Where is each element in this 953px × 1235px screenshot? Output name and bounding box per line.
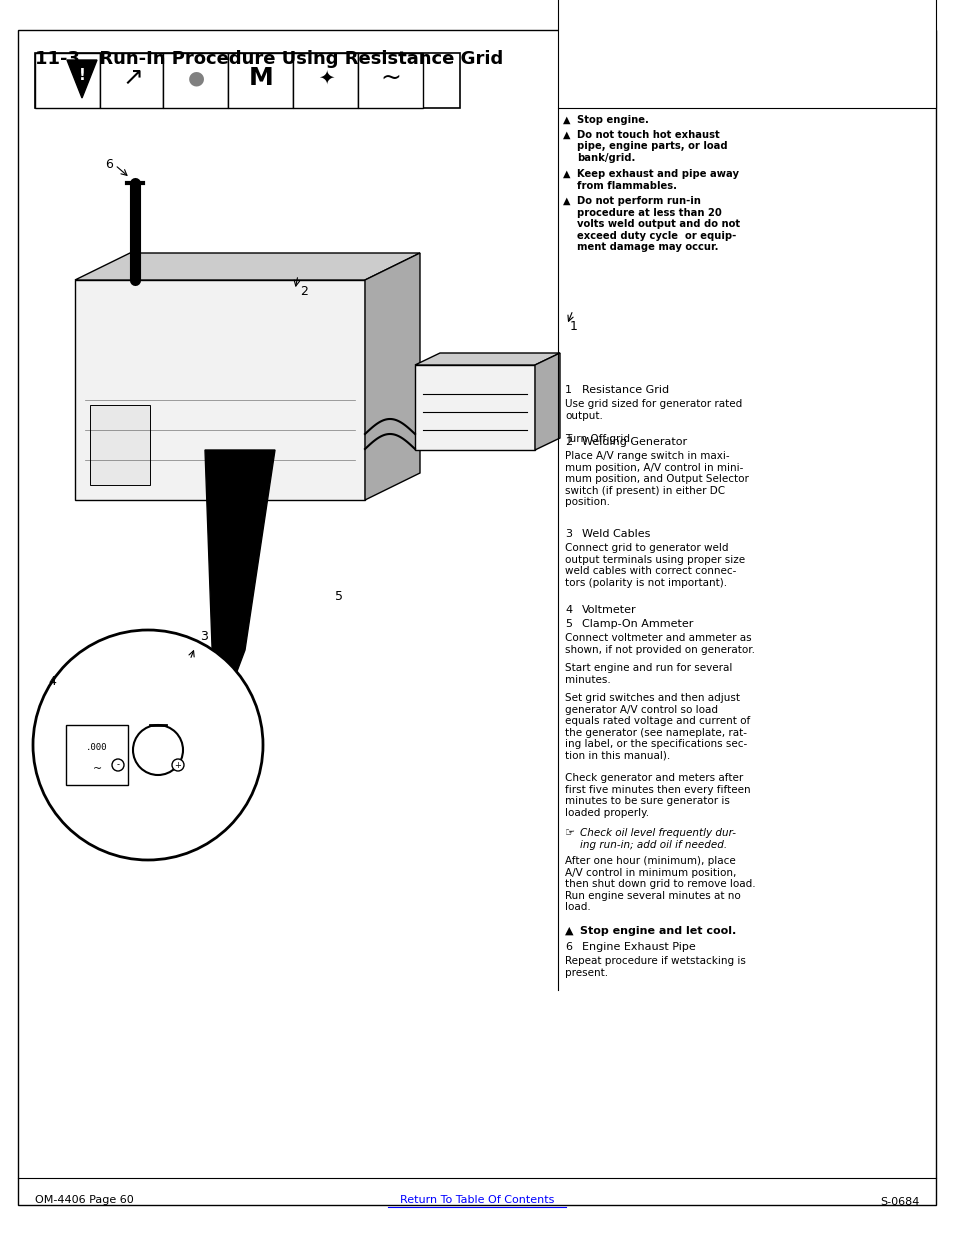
- Text: +: +: [174, 761, 181, 769]
- Text: .000: .000: [86, 742, 108, 752]
- Bar: [35, 53, 459, 107]
- Text: Engine Exhaust Pipe: Engine Exhaust Pipe: [581, 942, 695, 952]
- Text: S-0684: S-0684: [880, 1197, 919, 1207]
- Circle shape: [172, 760, 184, 771]
- Polygon shape: [415, 366, 535, 450]
- Circle shape: [33, 630, 263, 860]
- FancyBboxPatch shape: [66, 725, 128, 785]
- Text: Use grid sized for generator rated
output.

Turn Off grid.: Use grid sized for generator rated outpu…: [564, 399, 741, 443]
- Text: 1: 1: [564, 385, 572, 395]
- Text: ▲: ▲: [562, 196, 570, 206]
- Text: Do not perform run-in
procedure at less than 20
volts weld output and do not
exc: Do not perform run-in procedure at less …: [577, 196, 740, 252]
- Text: Start engine and run for several
minutes.: Start engine and run for several minutes…: [564, 663, 732, 684]
- Bar: [293, 53, 357, 107]
- Text: ~: ~: [380, 65, 401, 90]
- Text: Welding Generator: Welding Generator: [581, 437, 686, 447]
- Text: 6: 6: [105, 158, 112, 170]
- Text: Stop engine.: Stop engine.: [577, 115, 648, 125]
- Bar: [357, 53, 422, 107]
- Text: Clamp-On Ammeter: Clamp-On Ammeter: [581, 619, 693, 629]
- Text: Set grid switches and then adjust
generator A/V control so load
equals rated vol: Set grid switches and then adjust genera…: [564, 693, 749, 761]
- Text: 2: 2: [564, 437, 572, 447]
- Text: Connect grid to generator weld
output terminals using proper size
weld cables wi: Connect grid to generator weld output te…: [564, 543, 744, 588]
- Text: Do not touch hot exhaust
pipe, engine parts, or load
bank/grid.: Do not touch hot exhaust pipe, engine pa…: [577, 130, 727, 163]
- Text: Return To Table Of Contents: Return To Table Of Contents: [399, 1195, 554, 1205]
- Bar: [228, 53, 293, 107]
- Text: 5: 5: [335, 590, 343, 603]
- Text: 11-3.  Run-In Procedure Using Resistance Grid: 11-3. Run-In Procedure Using Resistance …: [35, 49, 503, 68]
- Text: ▲: ▲: [562, 115, 570, 125]
- Bar: [163, 53, 228, 107]
- Polygon shape: [75, 253, 419, 280]
- Circle shape: [112, 760, 124, 771]
- Polygon shape: [535, 353, 559, 450]
- Bar: [90, 405, 150, 485]
- Text: ✦: ✦: [317, 68, 334, 88]
- Text: ▲: ▲: [562, 169, 570, 179]
- Text: Stop engine and let cool.: Stop engine and let cool.: [579, 926, 736, 936]
- Text: !: !: [78, 68, 86, 84]
- Text: 4: 4: [564, 605, 572, 615]
- Text: 1: 1: [569, 320, 578, 333]
- Text: OM-4406 Page 60: OM-4406 Page 60: [35, 1195, 133, 1205]
- Text: Resistance Grid: Resistance Grid: [581, 385, 668, 395]
- Text: Check generator and meters after
first five minutes then every fifteen
minutes t: Check generator and meters after first f…: [564, 773, 750, 818]
- FancyBboxPatch shape: [18, 30, 935, 1205]
- Text: 4: 4: [48, 676, 56, 688]
- Text: Check oil level frequently dur-
ing run-in; add oil if needed.: Check oil level frequently dur- ing run-…: [579, 827, 735, 850]
- Text: ▲: ▲: [564, 926, 573, 936]
- Bar: [558, 0, 935, 107]
- Text: Voltmeter: Voltmeter: [581, 605, 636, 615]
- Bar: [35, 53, 100, 107]
- Text: ☞: ☞: [564, 827, 575, 839]
- Text: After one hour (minimum), place
A/V control in minimum position,
then shut down : After one hour (minimum), place A/V cont…: [564, 856, 755, 913]
- Polygon shape: [365, 253, 419, 500]
- Polygon shape: [205, 450, 274, 730]
- Text: ●: ●: [188, 68, 204, 88]
- Text: 5: 5: [564, 619, 572, 629]
- Text: Place A/V range switch in maxi-
mum position, A/V control in mini-
mum position,: Place A/V range switch in maxi- mum posi…: [564, 451, 748, 508]
- Text: Weld Cables: Weld Cables: [581, 529, 650, 538]
- Text: ~: ~: [92, 764, 102, 774]
- Text: -: -: [116, 761, 119, 769]
- Polygon shape: [415, 353, 559, 366]
- Text: 3: 3: [564, 529, 572, 538]
- Text: M: M: [249, 65, 274, 90]
- Text: Connect voltmeter and ammeter as
shown, if not provided on generator.: Connect voltmeter and ammeter as shown, …: [564, 634, 754, 655]
- Text: Keep exhaust and pipe away
from flammables.: Keep exhaust and pipe away from flammabl…: [577, 169, 739, 190]
- Bar: [100, 53, 163, 107]
- Text: ▲: ▲: [562, 130, 570, 140]
- Text: 6: 6: [564, 942, 572, 952]
- Polygon shape: [75, 280, 365, 500]
- Text: Repeat procedure if wetstacking is
present.: Repeat procedure if wetstacking is prese…: [564, 956, 745, 978]
- Polygon shape: [67, 61, 97, 98]
- Text: 2: 2: [299, 285, 308, 298]
- Text: 3: 3: [200, 630, 208, 643]
- Text: $\nearrow$: $\nearrow$: [117, 65, 142, 90]
